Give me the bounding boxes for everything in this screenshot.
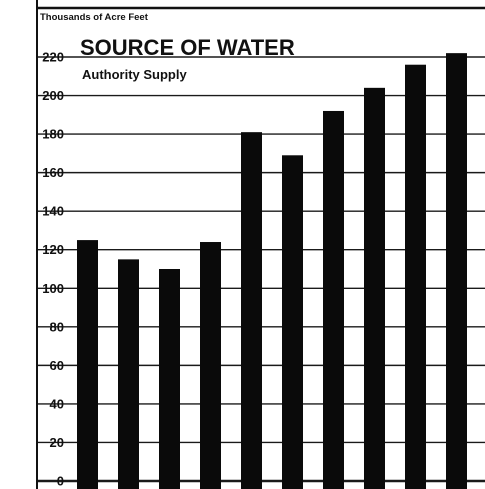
y-tick-label-220: 220 bbox=[42, 50, 64, 65]
y-tick-label-200: 200 bbox=[42, 88, 64, 103]
bar-4 bbox=[200, 242, 221, 489]
chart-subtitle: Authority Supply bbox=[82, 67, 187, 82]
y-tick-label-140: 140 bbox=[42, 204, 64, 219]
y-axis-unit-label: Thousands of Acre Feet bbox=[40, 12, 149, 23]
bar-9 bbox=[405, 64, 426, 489]
chart-title: SOURCE OF WATER bbox=[80, 35, 295, 60]
bar-10 bbox=[446, 53, 467, 489]
bar-1 bbox=[77, 240, 98, 489]
y-tick-label-20: 20 bbox=[50, 435, 64, 450]
y-tick-label-0: 0 bbox=[57, 474, 64, 489]
y-tick-label-160: 160 bbox=[42, 165, 64, 180]
bar-8 bbox=[364, 87, 385, 489]
bar-6 bbox=[282, 155, 303, 489]
bar-2 bbox=[118, 259, 139, 489]
bar-3 bbox=[159, 269, 180, 489]
bars bbox=[77, 53, 467, 489]
bar-7 bbox=[323, 110, 344, 489]
y-tick-label-180: 180 bbox=[42, 127, 64, 142]
y-tick-label-40: 40 bbox=[50, 396, 64, 411]
y-tick-label-120: 120 bbox=[42, 242, 64, 257]
y-axis-ticks: 0 20 40 60 80 100 120 140 160 180 200 220 bbox=[42, 50, 64, 489]
y-tick-label-100: 100 bbox=[42, 281, 64, 296]
y-tick-label-60: 60 bbox=[50, 358, 64, 373]
bar-5 bbox=[241, 132, 262, 489]
y-tick-label-80: 80 bbox=[50, 319, 64, 334]
